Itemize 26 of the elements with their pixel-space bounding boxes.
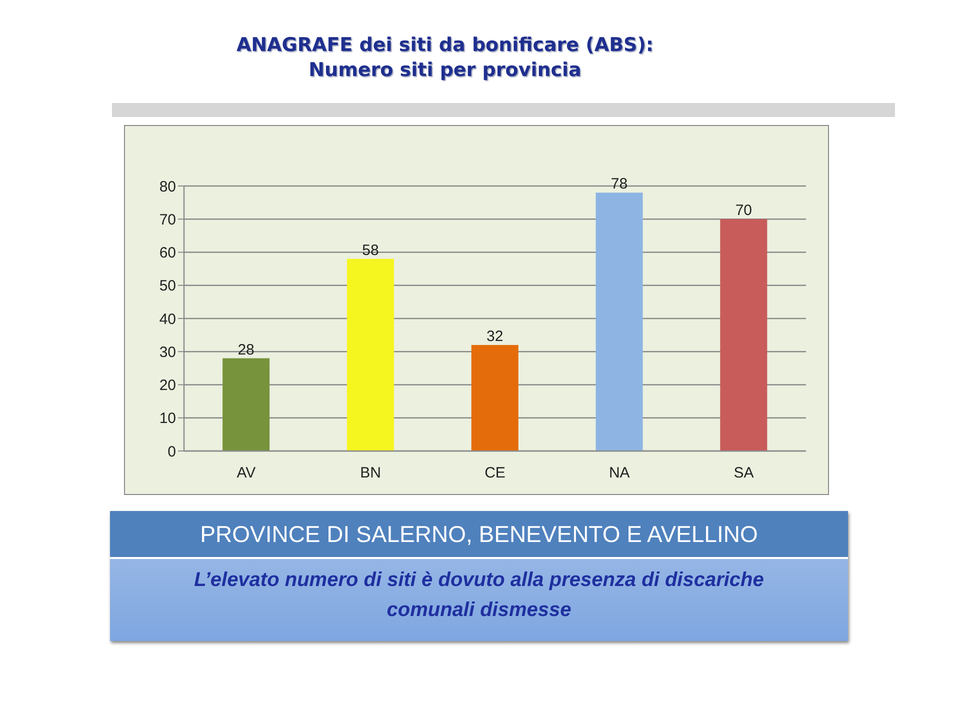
x-tick-label: NA <box>608 464 630 482</box>
bar <box>596 192 643 451</box>
chart-title: ANAGRAFE dei siti da bonificare (ABS): Numero siti per provincia <box>235 33 655 83</box>
bar <box>222 358 270 451</box>
y-tick-label: 40 <box>159 310 176 328</box>
data-label: 58 <box>362 242 379 259</box>
y-tick-label: 10 <box>159 410 176 428</box>
data-label: 70 <box>735 202 752 220</box>
x-tick-label: BN <box>360 464 382 482</box>
bar <box>471 345 518 451</box>
x-tick-label: AV <box>236 464 256 482</box>
y-tick-label: 0 <box>168 443 176 460</box>
y-tick-label: 80 <box>159 178 176 196</box>
bar <box>720 219 768 451</box>
y-tick-label: 70 <box>159 211 176 228</box>
y-tick-label: 50 <box>159 278 176 295</box>
y-tick-label: 20 <box>159 377 176 394</box>
y-tick-label: 30 <box>159 344 176 361</box>
bar <box>346 258 394 451</box>
data-label: 32 <box>486 328 504 345</box>
y-tick-label: 60 <box>159 244 176 262</box>
note-box: PROVINCE DI SALERNO, BENEVENTO E AVELLINO L’elevato numero di siti è dovuto alla presenza di discariche comunali dismesse <box>110 511 848 641</box>
x-tick-label: SA <box>734 464 754 482</box>
x-tick-label: CE <box>484 464 506 482</box>
data-label: 28 <box>238 341 254 358</box>
data-label: 78 <box>610 176 628 193</box>
